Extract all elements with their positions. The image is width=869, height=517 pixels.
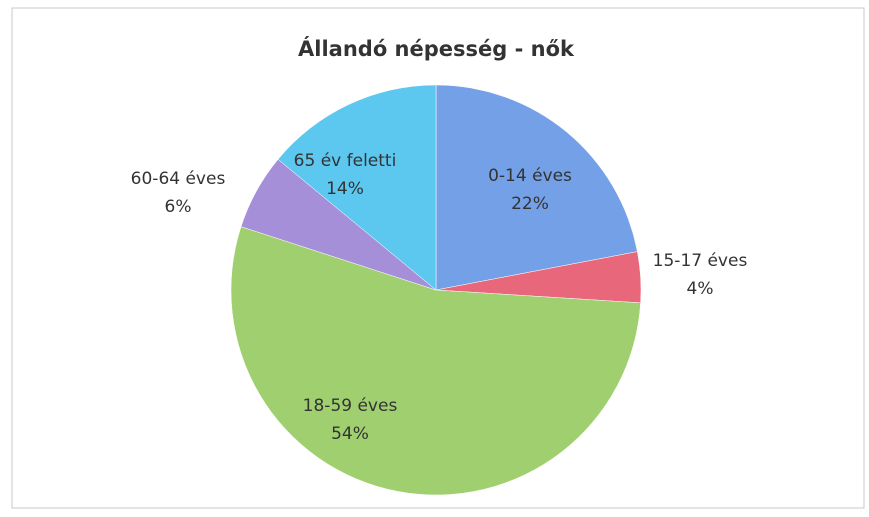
- slice-category-label: 60-64 éves: [131, 169, 226, 189]
- slice-value-label: 6%: [165, 197, 192, 217]
- pie-slice: [277, 84, 437, 291]
- slice-value-label: 4%: [687, 279, 714, 299]
- chart-title: Állandó népesség - nők: [298, 36, 575, 61]
- slice-category-label: 65 év feletti: [294, 151, 397, 171]
- pie-slice: [230, 226, 641, 496]
- slice-category-label: 18-59 éves: [303, 396, 398, 416]
- slice-category-label: 0-14 éves: [488, 166, 572, 186]
- slice-value-label: 54%: [331, 424, 369, 444]
- pie-slice: [435, 84, 638, 291]
- slice-category-label: 15-17 éves: [653, 251, 748, 271]
- slice-value-label: 14%: [326, 179, 364, 199]
- slice-value-label: 22%: [511, 194, 549, 214]
